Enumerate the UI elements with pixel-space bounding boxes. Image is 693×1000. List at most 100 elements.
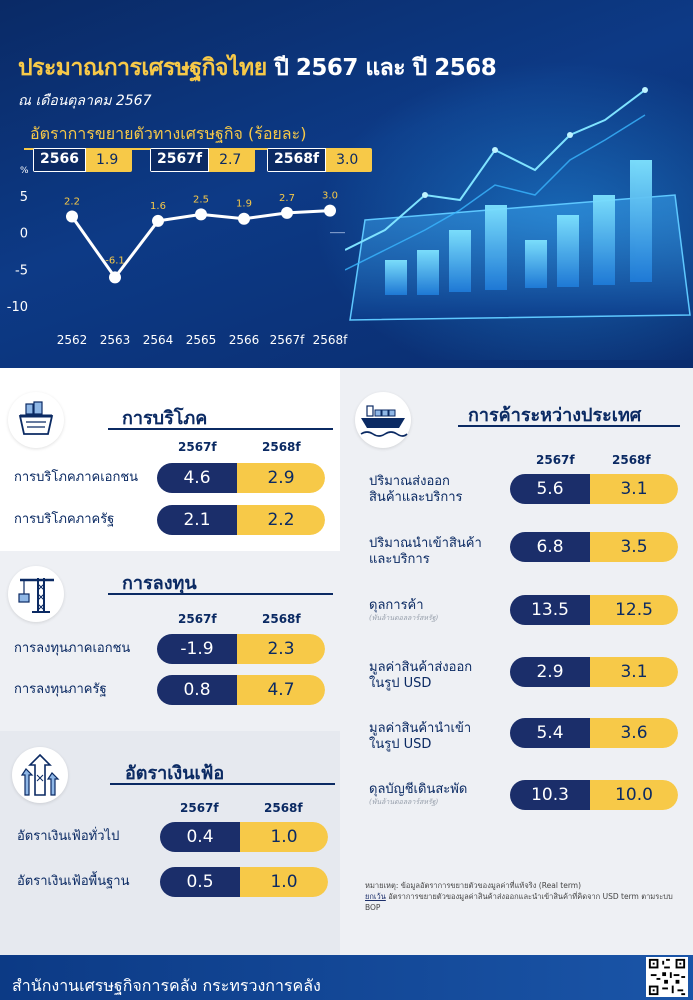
x-tick-label: 2563 [100, 333, 131, 347]
crane-icon [8, 566, 64, 622]
value-2568f: 3.6 [590, 718, 678, 748]
value-2568f: 2.3 [237, 634, 325, 664]
trade-balance-values: 13.5 12.5 [510, 595, 678, 625]
growth-box-2566: 2566 1.9 [33, 148, 132, 172]
growth-box-2568f: 2568f 3.0 [267, 148, 373, 172]
export-value-usd-values: 2.9 3.1 [510, 657, 678, 687]
series-line [70, 209, 331, 280]
x-tick-label: 2564 [143, 333, 174, 347]
footer-bar: สำนักงานเศรษฐกิจการคลัง กระทรวงการคลัง [0, 955, 693, 1000]
footnote-2-text: อัตราการขยายตัวของมูลค่าสินค้าส่งออกและน… [365, 892, 673, 912]
unit-note: (พันล้านดอลลาร์สหรัฐ) [369, 614, 439, 622]
label-line-2: สินค้าและบริการ [369, 490, 463, 505]
footnote-2-prefix: ยกเว้น [365, 892, 386, 901]
data-label: 1.9 [236, 199, 252, 210]
footnote-2: ยกเว้น อัตราการขยายตัวของมูลค่าสินค้าส่ง… [365, 891, 675, 913]
header-banner: ประมาณการเศรษฐกิจไทย ปี 2567 และ ปี 2568… [0, 0, 693, 368]
label-line-1: มูลค่าสินค้านำเข้า [369, 721, 472, 736]
value-2567f: 5.6 [510, 474, 590, 504]
page-title: ประมาณการเศรษฐกิจไทย ปี 2567 และ ปี 2568 [18, 50, 497, 86]
public-consumption-values: 2.1 2.2 [157, 505, 325, 535]
data-label: 2.2 [64, 197, 80, 208]
footnotes: หมายเหตุ: ข้อมูลอัตราการขยายตัวของมูลค่า… [365, 880, 675, 913]
growth-heading: อัตราการขยายตัวทางเศรษฐกิจ (ร้อยละ) [30, 124, 307, 143]
gdp-growth-line-chart: % 5 0 -5 -10 2.2 2562 -6.1 2563 1.6 2564 2.5 2565 1.9… [7, 166, 349, 347]
value-2567f: 4.6 [157, 463, 237, 493]
footer-organization: สำนักงานเศรษฐกิจการคลัง กระทรวงการคลัง [12, 976, 321, 995]
public-investment-values: 0.8 4.7 [157, 675, 325, 705]
headline-inflation-values: 0.4 1.0 [160, 822, 328, 852]
import-value-usd-label: มูลค่าสินค้านำเข้า ในรูป USD [369, 721, 471, 753]
trade-balance-label: ดุลการค้า (พันล้านดอลลาร์สหรัฐ) [369, 598, 438, 623]
growth-box-value: 1.9 [85, 148, 132, 172]
public-consumption-label: การบริโภคภาครัฐ [14, 512, 115, 527]
y-tick-label: -5 [15, 263, 28, 278]
export-value-usd-label: มูลค่าสินค้าส่งออก ในรูป USD [369, 660, 472, 692]
value-2568f: 3.5 [590, 532, 678, 562]
data-label: -6.1 [105, 255, 125, 266]
consumption-title-underline [108, 428, 333, 430]
data-label: 2.5 [193, 194, 209, 205]
import-value-usd-values: 5.4 3.6 [510, 718, 678, 748]
y-tick-label: -10 [7, 300, 28, 315]
y-tick-label: 0 [20, 227, 28, 242]
consumption-col-2568: 2568f [262, 440, 301, 454]
export-volume-label: ปริมาณส่งออก สินค้าและบริการ [369, 474, 463, 506]
data-label: 3.0 [322, 191, 338, 202]
current-account-values: 10.3 10.0 [510, 780, 678, 810]
x-tick-label: 2562 [57, 333, 88, 347]
x-tick-label: 2567f [270, 333, 306, 347]
x-tick-label: 2565 [186, 333, 217, 347]
label-line-2: ในรูป USD [369, 737, 432, 752]
x-tick-label: 2566 [229, 333, 260, 347]
value-2568f: 3.1 [590, 474, 678, 504]
trade-title: การค้าระหว่างประเทศ [468, 405, 642, 426]
value-2568f: 1.0 [240, 867, 328, 897]
inflation-col-2567: 2567f [180, 801, 219, 815]
private-investment-label: การลงทุนภาคเอกชน [14, 641, 131, 656]
value-2567f: 0.5 [160, 867, 240, 897]
investment-col-2567: 2567f [178, 612, 217, 626]
core-inflation-label: อัตราเงินเฟ้อพื้นฐาน [17, 874, 130, 889]
import-volume-label: ปริมาณนำเข้าสินค้า และบริการ [369, 536, 482, 568]
label-line-2: ในรูป USD [369, 676, 432, 691]
data-point [281, 206, 293, 219]
value-2567f: 10.3 [510, 780, 590, 810]
consumption-col-2567: 2567f [178, 440, 217, 454]
value-2567f: 2.1 [157, 505, 237, 535]
title-main: ประมาณการเศรษฐกิจไทย [18, 55, 267, 81]
value-2568f: 4.7 [237, 675, 325, 705]
trade-col-2568: 2568f [612, 453, 651, 467]
value-2568f: 10.0 [590, 780, 678, 810]
growth-box-2567f: 2567f 2.7 [150, 148, 256, 172]
qr-code-icon[interactable] [646, 957, 688, 997]
growth-box-year: 2568f [267, 148, 327, 172]
growth-box-value: 3.0 [326, 148, 373, 172]
growth-box-year: 2566 [33, 148, 86, 172]
core-inflation-values: 0.5 1.0 [160, 867, 328, 897]
investment-title: การลงทุน [122, 573, 197, 594]
data-point [195, 208, 207, 221]
3d-bars-illustration [345, 87, 691, 321]
as-of-date: ณ เดือนตุลาคม 2567 [18, 93, 152, 109]
data-point [324, 204, 336, 217]
label-line-1: ปริมาณนำเข้าสินค้า [369, 536, 482, 551]
label-line-1: ดุลการค้า [369, 598, 424, 613]
basket-icon [8, 392, 64, 448]
value-2567f: -1.9 [157, 634, 237, 664]
x-tick-label: 2568f [313, 333, 349, 347]
data-point [152, 214, 164, 227]
consumption-title: การบริโภค [122, 408, 208, 429]
data-point [109, 271, 121, 284]
data-point [66, 210, 78, 223]
data-point [238, 212, 250, 225]
value-2567f: 13.5 [510, 595, 590, 625]
title-years: ปี 2567 และ ปี 2568 [274, 55, 497, 81]
public-investment-label: การลงทุนภาครัฐ [14, 682, 107, 697]
trade-col-2567: 2567f [536, 453, 575, 467]
private-investment-values: -1.9 2.3 [157, 634, 325, 664]
value-2567f: 6.8 [510, 532, 590, 562]
inflation-title-underline [110, 783, 335, 785]
growth-box-value: 2.7 [209, 148, 256, 172]
value-2567f: 0.8 [157, 675, 237, 705]
